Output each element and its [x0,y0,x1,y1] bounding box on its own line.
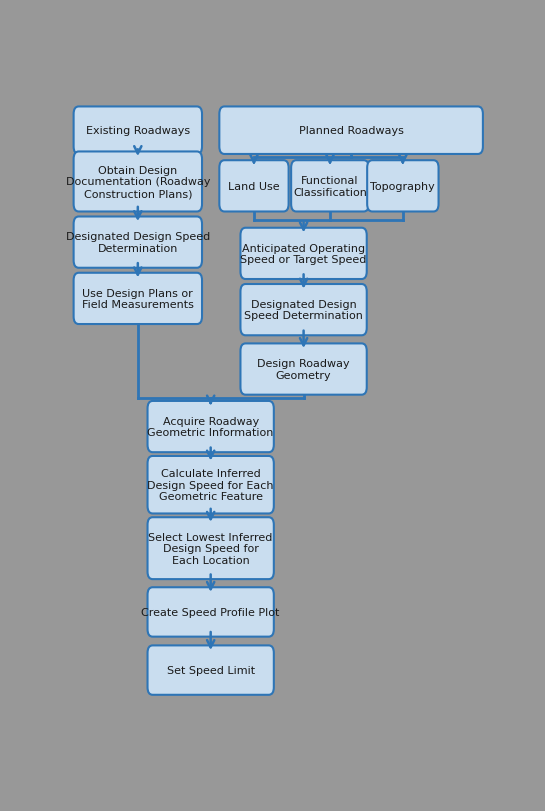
FancyBboxPatch shape [74,217,202,268]
Text: Anticipated Operating
Speed or Target Speed: Anticipated Operating Speed or Target Sp… [240,243,367,265]
Text: Obtain Design
Documentation (Roadway
Construction Plans): Obtain Design Documentation (Roadway Con… [65,165,210,199]
FancyBboxPatch shape [219,107,483,155]
FancyBboxPatch shape [148,517,274,579]
Text: Functional
Classification: Functional Classification [293,176,367,197]
Text: Select Lowest Inferred
Design Speed for
Each Location: Select Lowest Inferred Design Speed for … [148,532,273,565]
Text: Designated Design Speed
Determination: Designated Design Speed Determination [66,232,210,254]
FancyBboxPatch shape [367,161,439,212]
FancyBboxPatch shape [148,646,274,695]
FancyBboxPatch shape [74,152,202,212]
Text: Use Design Plans or
Field Measurements: Use Design Plans or Field Measurements [82,288,194,310]
Text: Set Speed Limit: Set Speed Limit [167,665,255,676]
FancyBboxPatch shape [219,161,289,212]
Text: Acquire Roadway
Geometric Information: Acquire Roadway Geometric Information [148,416,274,438]
FancyBboxPatch shape [240,344,367,395]
FancyBboxPatch shape [74,273,202,324]
Text: Design Roadway
Geometry: Design Roadway Geometry [257,358,350,380]
FancyBboxPatch shape [148,457,274,514]
FancyBboxPatch shape [240,229,367,280]
FancyBboxPatch shape [74,107,202,155]
Text: Designated Design
Speed Determination: Designated Design Speed Determination [244,299,363,321]
FancyBboxPatch shape [291,161,369,212]
Text: Calculate Inferred
Design Speed for Each
Geometric Feature: Calculate Inferred Design Speed for Each… [148,469,274,502]
FancyBboxPatch shape [240,285,367,336]
Text: Planned Roadways: Planned Roadways [299,126,403,136]
FancyBboxPatch shape [148,401,274,453]
FancyBboxPatch shape [148,587,274,637]
Text: Land Use: Land Use [228,182,280,191]
Text: Create Speed Profile Plot: Create Speed Profile Plot [142,607,280,617]
Text: Topography: Topography [371,182,435,191]
Text: Existing Roadways: Existing Roadways [86,126,190,136]
